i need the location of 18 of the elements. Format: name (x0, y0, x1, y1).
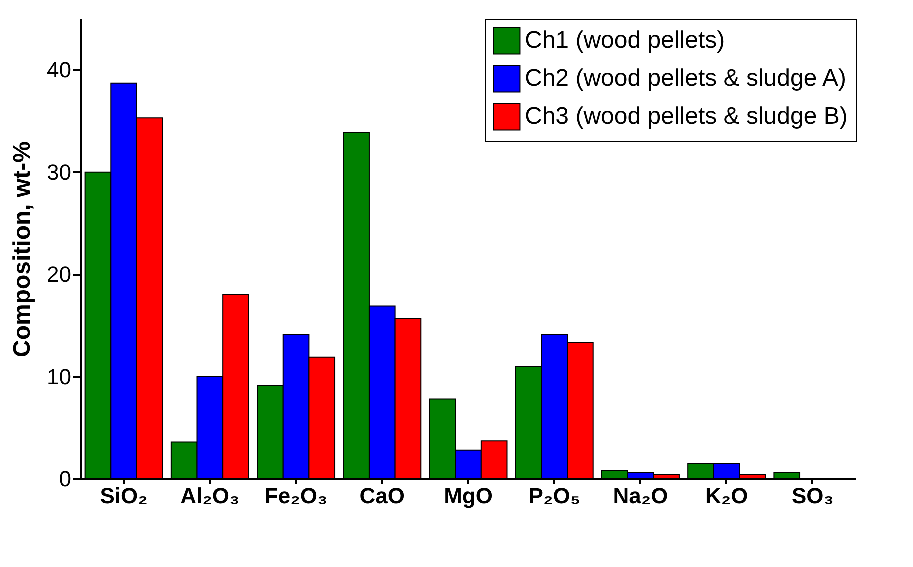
x-tick-label: SO₃ (792, 484, 834, 508)
x-tick-label: CaO (360, 484, 406, 508)
legend-label: Ch1 (wood pellets) (525, 27, 726, 54)
y-axis-title: Composition, wt-% (9, 142, 36, 358)
x-tick-label: Al₂O₃ (180, 484, 240, 508)
x-tick-label: Na₂O (613, 484, 668, 508)
legend-label: Ch3 (wood pellets & sludge B) (525, 103, 848, 130)
x-tick-label: P₂O₅ (528, 484, 580, 508)
y-tick-label: 30 (47, 160, 72, 185)
y-tick-label: 40 (47, 58, 72, 83)
x-tick-label: MgO (444, 484, 493, 508)
x-tick-label: SiO₂ (100, 484, 148, 508)
y-tick-label: 10 (47, 364, 72, 390)
legend-label: Ch2 (wood pellets & sludge A) (525, 65, 847, 92)
y-tick-label: 20 (47, 262, 72, 288)
x-tick-label: Fe₂O₃ (264, 484, 328, 508)
x-tick-label: K₂O (705, 484, 748, 508)
y-tick-label: 0 (59, 466, 72, 492)
